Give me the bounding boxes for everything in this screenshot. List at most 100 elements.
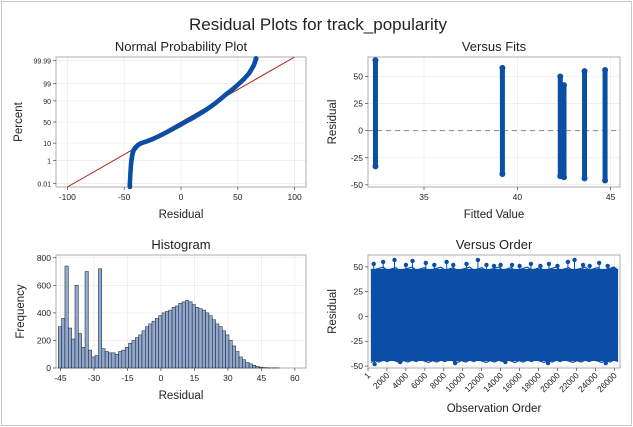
column-top-point [372, 57, 379, 64]
histogram-bar [198, 308, 203, 369]
y-tick-label: 90 [43, 99, 51, 106]
spike-point [432, 262, 437, 268]
x-tick-label: 45 [606, 192, 616, 202]
histogram-bar [128, 342, 133, 369]
x-axis-label: Residual [159, 209, 204, 221]
y-tick-label: 1 [47, 158, 51, 165]
histogram-bar [178, 302, 183, 369]
y-axis-label: Percent [13, 101, 25, 141]
x-tick-label: 20000 [538, 370, 562, 394]
column-bottom-point [372, 163, 379, 170]
histogram-bar [71, 338, 76, 369]
histogram-bar [155, 318, 159, 369]
x-tick-label: 18000 [519, 370, 543, 394]
y-tick-label: 99.99 [33, 59, 51, 66]
spike-point [380, 259, 386, 265]
histogram-bar [98, 268, 103, 369]
x-tick-label: -45 [54, 373, 67, 383]
low-spike-point [603, 360, 608, 366]
low-spike-point [503, 359, 508, 365]
figure-title: Residual Plots for track_popularity [189, 15, 447, 34]
spike-point [517, 263, 522, 269]
histogram-bar [161, 312, 166, 369]
x-tick-label: 14000 [481, 370, 505, 394]
x-tick-label: 22000 [557, 370, 581, 394]
y-tick-label: 0 [358, 311, 363, 321]
column-bottom-point [561, 174, 567, 181]
histogram-bar [245, 362, 250, 369]
low-spike-point [372, 361, 377, 367]
column-top-point [557, 73, 564, 80]
histogram-bar [232, 345, 236, 369]
x-axis-label: Residual [159, 390, 204, 402]
histogram-bar [141, 330, 146, 369]
histogram-bar [212, 319, 216, 369]
spike-point [572, 257, 577, 263]
x-tick-label: 2000 [371, 370, 392, 391]
x-tick-label: -30 [88, 373, 101, 383]
x-tick-label: 30 [223, 373, 233, 383]
histogram-bar [91, 356, 96, 369]
histogram-bar [131, 340, 136, 369]
x-tick-label: 12000 [462, 370, 486, 394]
column-bottom-point [499, 171, 506, 177]
histogram-bar [242, 359, 246, 369]
histogram-bar [94, 355, 99, 369]
x-tick-label: -15 [121, 373, 134, 383]
histogram-bar [222, 330, 226, 369]
y-tick-label: 50 [43, 120, 51, 127]
spike-point [538, 263, 543, 269]
histogram-bar [138, 334, 143, 369]
histogram-bar [108, 352, 113, 369]
y-tick-label: 600 [37, 280, 51, 290]
x-tick-label: 10000 [443, 370, 467, 394]
histogram-bar [104, 351, 109, 369]
x-tick-label: 15 [190, 373, 200, 383]
y-axis-label: Residual [327, 100, 339, 145]
spike-point [451, 262, 456, 268]
x-tick-label: 4000 [390, 370, 411, 391]
normal-probability-plot: Normal Probability Plot -100 -50 0 50 100 0.01… [13, 39, 307, 221]
panel-title: Versus Order [456, 237, 533, 252]
histogram-bar [181, 301, 186, 369]
versus-order-plot: Versus Order1200040006000800010000120001… [327, 237, 621, 415]
y-tick-label: -25 [351, 153, 364, 163]
histogram-bar [191, 304, 196, 369]
versus-fits-plot: Versus Fits 35 40 45 -50 -25 0 25 50 Fitted Value… [327, 39, 621, 221]
low-spike-point [545, 360, 551, 366]
x-axis-label: Observation Order [447, 403, 542, 415]
y-tick-label: 800 [37, 253, 51, 263]
y-tick-label: 0 [358, 126, 363, 136]
histogram-bar [61, 318, 66, 369]
x-tick-label: 60 [290, 373, 300, 383]
histogram-bar [74, 285, 79, 369]
histogram-bar [255, 366, 260, 369]
spike-point [611, 266, 616, 272]
y-tick-label: 25 [354, 99, 364, 109]
histogram-bar [171, 307, 176, 369]
y-tick-label: 400 [37, 308, 51, 318]
histogram-bar [238, 356, 243, 369]
x-tick-label: 50 [233, 192, 243, 202]
histogram-bar [101, 348, 106, 369]
histogram-bar [158, 315, 163, 369]
histogram-bar [64, 265, 69, 369]
histogram-bar [252, 364, 257, 369]
histogram-bar [124, 347, 129, 369]
x-tick-label: 100 [288, 192, 302, 202]
histogram-bar [145, 326, 149, 369]
histogram-bar [195, 307, 200, 369]
x-tick-label: 0 [179, 192, 184, 202]
x-tick-label: 40 [513, 192, 523, 202]
residual-band [370, 268, 619, 362]
histogram-bar [114, 353, 119, 369]
x-tick-label: 35 [419, 192, 429, 202]
y-tick-label: 50 [354, 72, 364, 82]
spike-point [392, 257, 397, 263]
data-point [253, 56, 259, 62]
spike-point [587, 263, 592, 269]
plot-area [367, 254, 621, 369]
spike-point [475, 257, 481, 263]
spike-point [410, 258, 415, 264]
